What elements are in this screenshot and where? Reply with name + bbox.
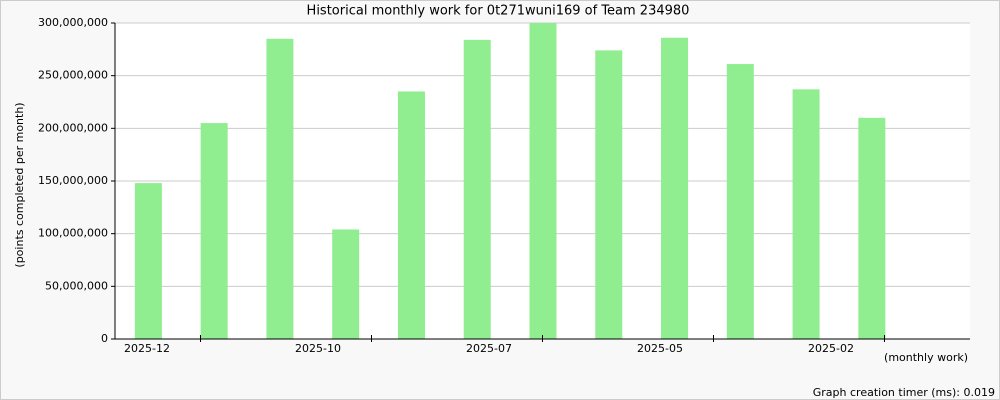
x-tick-label: 2025-07 [466,342,512,355]
bar [661,37,689,339]
y-tick-label: 250,000,000 [38,69,108,82]
y-tick-label: 0 [101,332,108,345]
y-tick-label: 50,000,000 [45,279,108,292]
x-tick-label: 2025-10 [295,342,341,355]
bar [858,117,886,339]
chart-title: Historical monthly work for 0t271wuni169… [307,4,690,19]
y-tick-label: 100,000,000 [38,227,108,240]
y-tick-label: 150,000,000 [38,174,108,187]
bar [463,39,491,339]
x-tick-label: 2025-12 [124,342,170,355]
y-axis-label: (points completed per month) [13,102,26,267]
bar [595,50,623,340]
y-tick-label: 200,000,000 [38,121,108,134]
bar [792,89,820,339]
y-tick-label: 300,000,000 [38,16,108,29]
bar [134,183,162,339]
bar [726,64,754,339]
bar [332,229,360,339]
bar [529,23,557,339]
x-tick-label: 2025-02 [808,342,854,355]
bar [397,91,425,339]
x-axis-label: (monthly work) [884,351,968,364]
footer: Graph creation timer (ms): 0.019 [813,386,995,399]
bar [200,123,228,339]
bar [266,38,294,340]
x-tick-label: 2025-05 [637,342,683,355]
